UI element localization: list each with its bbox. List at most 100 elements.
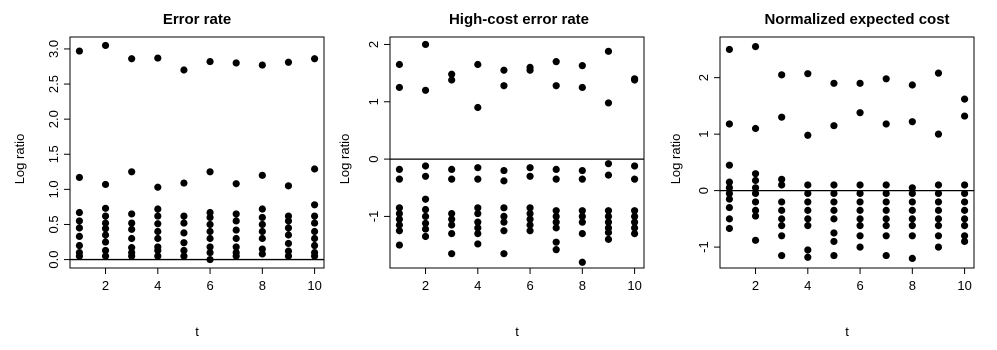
data-point [882, 120, 890, 128]
data-point [310, 234, 319, 243]
data-point [395, 60, 404, 69]
y-tick-label: 1 [366, 98, 381, 105]
data-point [500, 212, 508, 221]
x-tick-label: 4 [154, 278, 161, 293]
data-point [751, 184, 760, 192]
data-point [552, 218, 560, 226]
data-point [421, 212, 430, 221]
data-point [604, 160, 613, 168]
data-point [908, 189, 916, 198]
data-point [778, 232, 786, 240]
data-point [578, 175, 586, 183]
data-point [552, 82, 560, 90]
data-point [882, 222, 890, 230]
data-point [154, 205, 162, 213]
data-point [751, 198, 760, 206]
data-point [310, 241, 319, 250]
data-point [830, 229, 838, 237]
data-point [500, 166, 508, 175]
data-point [526, 209, 534, 218]
data-point [882, 251, 890, 260]
data-point [421, 172, 430, 180]
data-point [725, 45, 734, 54]
panel-normalized-expected-cost: Normalized expected cost t Log ratio 2 4 6… [668, 11, 975, 339]
data-point [882, 198, 890, 206]
data-point [908, 118, 916, 126]
data-point [284, 224, 293, 232]
y-tick-label: -1 [696, 241, 711, 253]
data-point [934, 198, 943, 206]
data-point [500, 177, 508, 185]
data-point [934, 206, 943, 214]
data-point [258, 205, 266, 213]
plot-frame [69, 36, 325, 269]
data-point [395, 215, 404, 223]
data-point [154, 234, 162, 243]
data-point [830, 181, 838, 189]
data-point [258, 227, 266, 236]
data-point [630, 212, 639, 221]
data-point [206, 213, 214, 222]
data-point [751, 43, 760, 51]
data-point [75, 217, 84, 225]
data-point [421, 86, 430, 94]
data-point [804, 189, 812, 198]
y-tick-label: 1.0 [46, 180, 61, 198]
data-point [154, 220, 162, 228]
data-point [258, 220, 266, 229]
data-point [552, 175, 560, 183]
data-point [908, 215, 916, 223]
x-tick-label: 2 [422, 278, 429, 293]
data-point [154, 227, 162, 236]
data-point [778, 222, 786, 230]
y-axis-label: Log ratio [668, 134, 683, 185]
data-point [258, 61, 266, 69]
data-point [778, 251, 786, 260]
data-point [75, 241, 84, 250]
data-point [284, 239, 293, 248]
data-point [500, 66, 508, 74]
data-point [578, 218, 586, 226]
y-tick-label: 3.0 [46, 40, 61, 58]
data-point [500, 250, 508, 258]
data-point [630, 224, 639, 232]
data-point [630, 175, 639, 183]
data-point [804, 246, 812, 254]
data-point [421, 219, 430, 227]
data-point [934, 215, 943, 223]
data-point [604, 47, 613, 55]
data-point [154, 54, 162, 62]
x-tick-label: 4 [804, 278, 811, 293]
data-point [725, 178, 734, 186]
data-point [725, 215, 734, 223]
data-point [856, 243, 864, 251]
data-point [578, 207, 586, 215]
data-point [960, 181, 969, 189]
data-point [474, 60, 482, 69]
data-point [934, 222, 943, 230]
data-point [578, 166, 586, 175]
data-point [908, 206, 916, 214]
data-point [526, 215, 534, 223]
data-point [725, 120, 734, 128]
data-point [882, 189, 890, 198]
data-point [395, 204, 404, 212]
data-point [258, 171, 266, 179]
data-point [630, 218, 639, 226]
data-point [908, 222, 916, 230]
data-point [751, 212, 760, 220]
data-point [101, 41, 110, 50]
data-point [258, 250, 266, 258]
data-point [258, 234, 266, 243]
data-point [310, 227, 319, 236]
data-point [856, 181, 864, 189]
data-point [960, 198, 969, 206]
data-point [552, 58, 560, 66]
data-point [604, 171, 613, 179]
data-point [751, 176, 760, 185]
data-point [310, 219, 319, 227]
data-point [206, 234, 214, 243]
data-point [154, 183, 162, 191]
panel-title: Error rate [163, 11, 231, 28]
data-point [908, 198, 916, 206]
